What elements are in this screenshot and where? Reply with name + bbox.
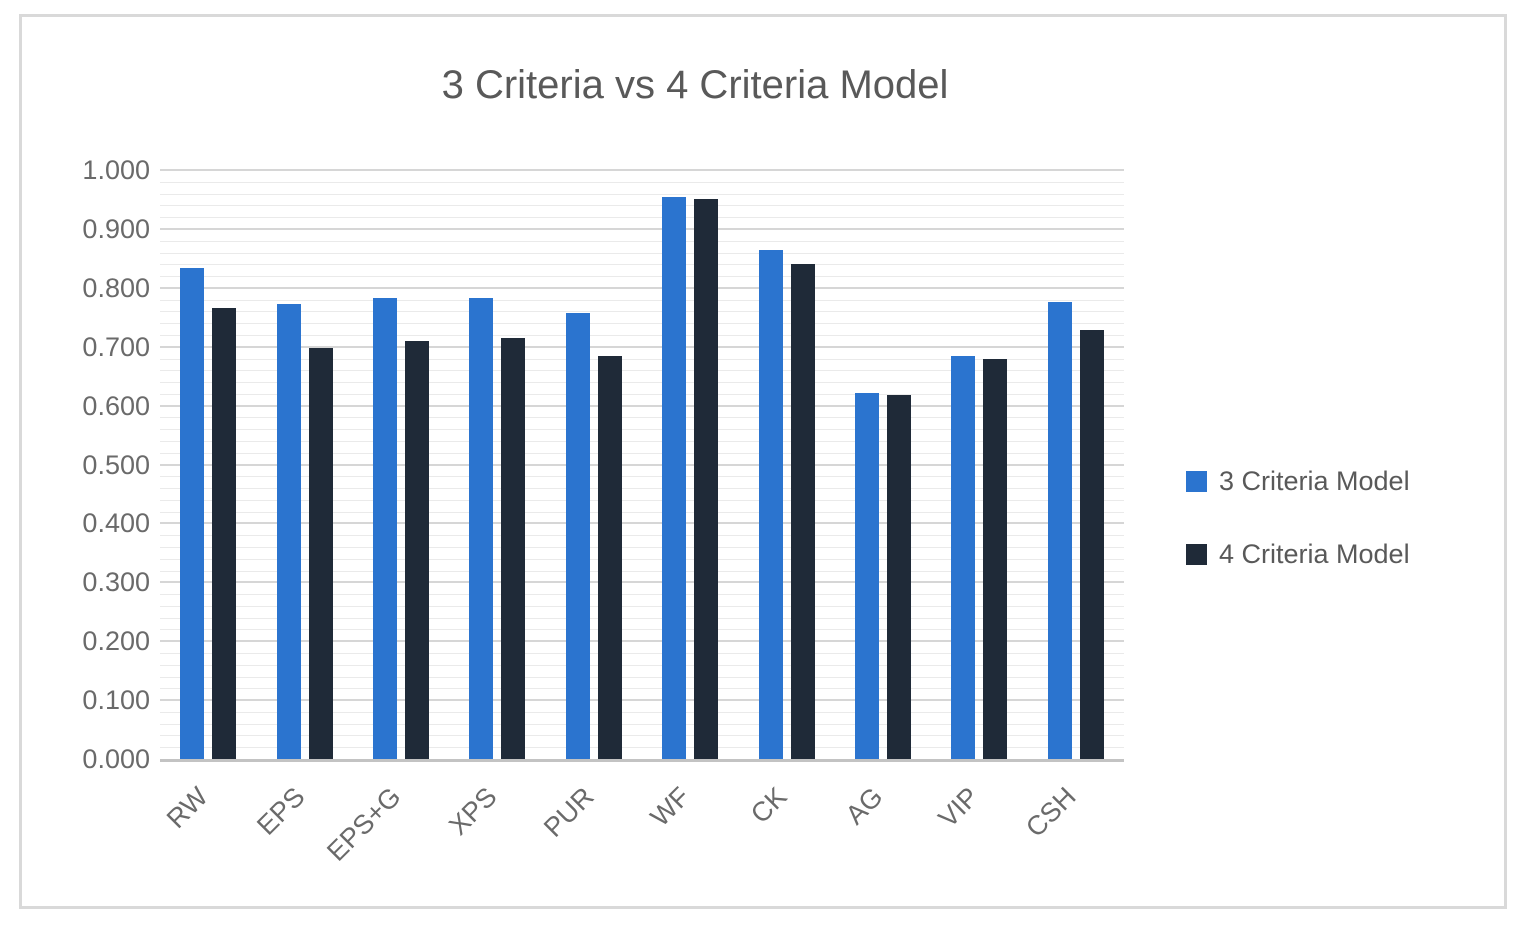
plot-area xyxy=(160,169,1124,762)
bar-epsplusg-series2[interactable] xyxy=(405,341,429,759)
minor-gridline xyxy=(160,217,1124,219)
major-gridline xyxy=(160,463,1124,466)
minor-gridline xyxy=(160,664,1124,666)
chart-frame[interactable]: 3 Criteria vs 4 Criteria Model 0.000 0.10… xyxy=(19,14,1507,909)
minor-gridline xyxy=(160,393,1124,395)
bar-xps-series2[interactable] xyxy=(501,337,526,759)
bar-wf-series2[interactable] xyxy=(694,198,719,759)
major-gridline xyxy=(160,227,1124,230)
y-tick-label: 0.300 xyxy=(82,567,150,598)
minor-gridline xyxy=(160,358,1124,360)
bar-xps-series1[interactable] xyxy=(469,298,494,759)
minor-gridline xyxy=(160,723,1124,725)
legend-item-series1[interactable]: 3 Criteria Model xyxy=(1186,465,1410,496)
legend-label: 4 Criteria Model xyxy=(1219,538,1410,569)
major-gridline xyxy=(160,286,1124,289)
bar-rw-series1[interactable] xyxy=(180,268,205,759)
y-tick-label: 0.200 xyxy=(82,626,150,657)
bar-eps-series1[interactable] xyxy=(276,303,301,759)
minor-gridline xyxy=(160,382,1124,383)
bar-ag-series2[interactable] xyxy=(887,395,911,759)
minor-gridline xyxy=(160,299,1124,301)
y-tick-label: 0.600 xyxy=(82,390,150,421)
major-gridline xyxy=(160,345,1124,348)
y-tick-label: 0.900 xyxy=(82,213,150,244)
major-gridline xyxy=(160,522,1124,525)
minor-gridline xyxy=(160,240,1124,242)
minor-gridline xyxy=(160,205,1124,207)
bar-ck-series2[interactable] xyxy=(790,264,815,759)
bar-csh-series1[interactable] xyxy=(1047,301,1072,759)
minor-gridline xyxy=(160,417,1124,419)
legend: 3 Criteria Model 4 Criteria Model xyxy=(1186,465,1410,613)
minor-gridline xyxy=(160,605,1124,607)
legend-swatch-icon xyxy=(1186,543,1207,565)
minor-gridline xyxy=(160,452,1124,454)
bar-rw-series2[interactable] xyxy=(212,307,237,759)
y-tick-label: 0.800 xyxy=(82,272,150,303)
minor-gridline xyxy=(160,617,1124,619)
minor-gridline xyxy=(160,440,1124,442)
bar-pur-series1[interactable] xyxy=(565,312,590,759)
bar-ck-series1[interactable] xyxy=(758,250,783,759)
bar-wf-series1[interactable] xyxy=(662,196,687,759)
major-gridline xyxy=(160,169,1124,171)
bar-epsplusg-series1[interactable] xyxy=(373,297,397,759)
minor-gridline xyxy=(160,558,1124,560)
major-gridline xyxy=(160,581,1124,584)
minor-gridline xyxy=(160,264,1124,266)
minor-gridline xyxy=(160,429,1124,431)
minor-gridline xyxy=(160,181,1124,183)
minor-gridline xyxy=(160,747,1124,749)
minor-gridline xyxy=(160,276,1124,277)
minor-gridline xyxy=(160,653,1124,654)
y-tick-label: 0.700 xyxy=(82,331,150,362)
y-tick-label: 0.000 xyxy=(82,744,150,774)
minor-gridline xyxy=(160,735,1124,737)
bar-csh-series2[interactable] xyxy=(1079,330,1104,759)
chart-title[interactable]: 3 Criteria vs 4 Criteria Model xyxy=(441,63,949,107)
bar-pur-series2[interactable] xyxy=(597,356,622,759)
legend-label: 3 Criteria Model xyxy=(1219,465,1410,496)
bar-ag-series1[interactable] xyxy=(855,392,879,759)
bar-vip-series1[interactable] xyxy=(951,356,976,759)
minor-gridline xyxy=(160,476,1124,478)
minor-gridline xyxy=(160,488,1124,490)
y-tick-label: 0.100 xyxy=(82,685,150,716)
minor-gridline xyxy=(160,594,1124,596)
major-gridline xyxy=(160,640,1124,643)
legend-swatch-icon xyxy=(1186,470,1207,492)
major-gridline xyxy=(160,404,1124,407)
minor-gridline xyxy=(160,688,1124,690)
bar-vip-series2[interactable] xyxy=(983,358,1008,759)
minor-gridline xyxy=(160,323,1124,325)
y-tick-label: 0.500 xyxy=(82,449,150,480)
legend-item-series2[interactable]: 4 Criteria Model xyxy=(1186,538,1410,569)
minor-gridline xyxy=(160,711,1124,713)
minor-gridline xyxy=(160,629,1124,631)
minor-gridline xyxy=(160,499,1124,501)
major-gridline xyxy=(160,699,1124,702)
minor-gridline xyxy=(160,334,1124,336)
minor-gridline xyxy=(160,676,1124,678)
minor-gridline xyxy=(160,370,1124,372)
bar-eps-series2[interactable] xyxy=(308,347,333,759)
minor-gridline xyxy=(160,193,1124,195)
minor-gridline xyxy=(160,252,1124,254)
minor-gridline xyxy=(160,535,1124,537)
minor-gridline xyxy=(160,311,1124,313)
y-tick-label: 0.400 xyxy=(82,508,150,539)
minor-gridline xyxy=(160,570,1124,572)
y-tick-label: 1.000 xyxy=(82,155,150,185)
minor-gridline xyxy=(160,547,1124,548)
minor-gridline xyxy=(160,511,1124,513)
